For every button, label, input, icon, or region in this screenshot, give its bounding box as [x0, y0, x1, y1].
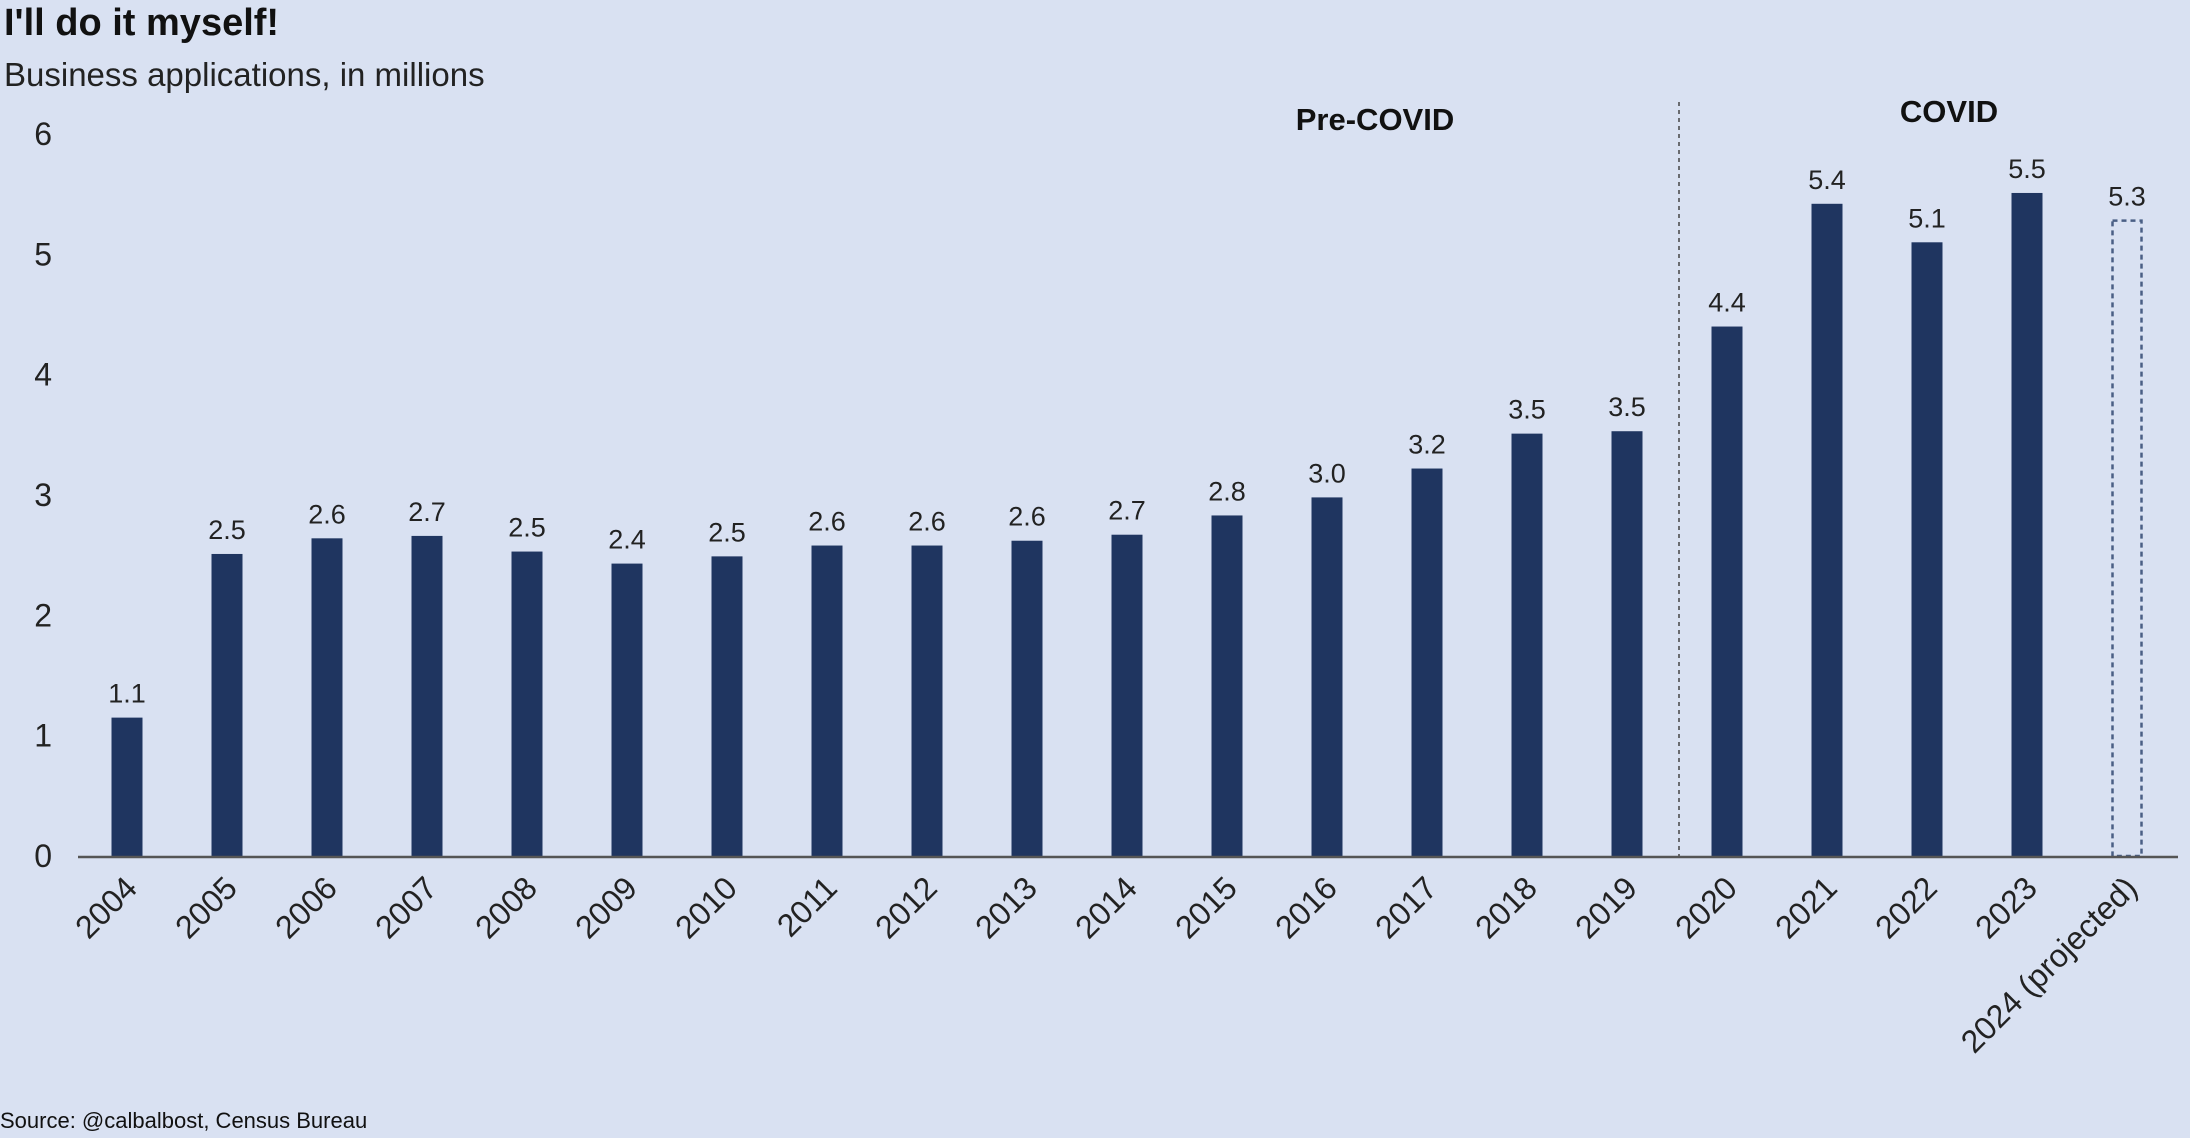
bar — [611, 563, 643, 856]
data-label: 1.1 — [108, 679, 146, 709]
x-tick-label: 2022 — [1868, 869, 1944, 945]
x-tick-label: 2021 — [1768, 869, 1844, 945]
bar — [411, 535, 443, 856]
y-tick-label: 0 — [34, 838, 52, 874]
y-tick-label: 6 — [34, 116, 52, 152]
bar — [111, 717, 143, 856]
data-label: 2.6 — [808, 507, 846, 537]
data-label: 3.2 — [1408, 430, 1446, 460]
x-tick-label: 2012 — [868, 869, 944, 945]
y-tick-label: 2 — [34, 597, 52, 633]
data-label: 2.7 — [1108, 496, 1146, 526]
data-label: 2.8 — [1208, 476, 1246, 506]
x-tick-label: 2016 — [1268, 869, 1344, 945]
data-label: 5.4 — [1808, 165, 1846, 195]
bar — [711, 556, 743, 856]
pre-covid-label: Pre-COVID — [1296, 102, 1454, 137]
data-label: 5.5 — [2008, 154, 2046, 184]
y-tick-label: 3 — [34, 477, 52, 513]
covid-label: COVID — [1900, 94, 1998, 129]
data-label: 2.6 — [308, 499, 346, 529]
bar — [1711, 326, 1743, 856]
data-label: 2.5 — [708, 517, 746, 547]
x-tick-label: 2013 — [968, 869, 1044, 945]
bar — [911, 545, 943, 856]
x-tick-label: 2024 (projected) — [1954, 869, 2144, 1059]
x-tick-label: 2007 — [368, 869, 444, 945]
x-tick-label: 2011 — [770, 869, 844, 943]
bar — [1611, 431, 1643, 856]
x-tick-label: 2018 — [1468, 869, 1544, 945]
bar — [1411, 468, 1443, 856]
bar — [1511, 433, 1543, 856]
bar — [511, 551, 543, 856]
bar — [311, 538, 343, 856]
y-tick-label: 4 — [34, 357, 52, 393]
bar — [1211, 515, 1243, 856]
data-label: 5.3 — [2108, 182, 2146, 212]
bar — [1911, 242, 1943, 857]
bar — [1311, 497, 1343, 856]
x-tick-label: 2006 — [268, 869, 344, 945]
x-tick-label: 2023 — [1968, 869, 2044, 945]
source-note: Source: @calbalbost, Census Bureau — [0, 1108, 368, 1133]
x-tick-label: 2004 — [68, 869, 144, 945]
x-tick-label: 2009 — [568, 869, 644, 945]
x-tick-label: 2019 — [1568, 869, 1644, 945]
chart-subtitle: Business applications, in millions — [4, 56, 485, 93]
bar — [811, 545, 843, 856]
x-tick-label: 2015 — [1168, 869, 1244, 945]
data-label: 4.4 — [1708, 288, 1746, 318]
bar — [211, 553, 243, 856]
bar — [1011, 540, 1043, 856]
x-tick-label: 2008 — [468, 869, 544, 945]
x-tick-label: 2017 — [1368, 869, 1444, 945]
data-label: 2.6 — [908, 507, 946, 537]
bar-projected — [2111, 219, 2143, 858]
x-tick-label: 2014 — [1068, 869, 1144, 945]
bar — [1811, 203, 1843, 856]
data-label: 3.5 — [1508, 395, 1546, 425]
y-tick-label: 5 — [34, 236, 52, 272]
bar — [2011, 192, 2043, 857]
data-label: 2.5 — [208, 515, 246, 545]
data-label: 2.5 — [508, 513, 546, 543]
data-label: 2.7 — [408, 497, 446, 527]
x-tick-label: 2005 — [168, 869, 244, 945]
data-label: 3.5 — [1608, 392, 1646, 422]
chart-title: I'll do it myself! — [4, 2, 280, 44]
data-label: 3.0 — [1308, 458, 1346, 488]
data-label: 2.4 — [608, 525, 646, 555]
y-tick-label: 1 — [34, 718, 52, 754]
bar — [1111, 534, 1143, 856]
x-tick-label: 2020 — [1668, 869, 1744, 945]
data-label: 2.6 — [1008, 502, 1046, 532]
x-tick-label: 2010 — [668, 869, 744, 945]
data-label: 5.1 — [1908, 203, 1946, 233]
